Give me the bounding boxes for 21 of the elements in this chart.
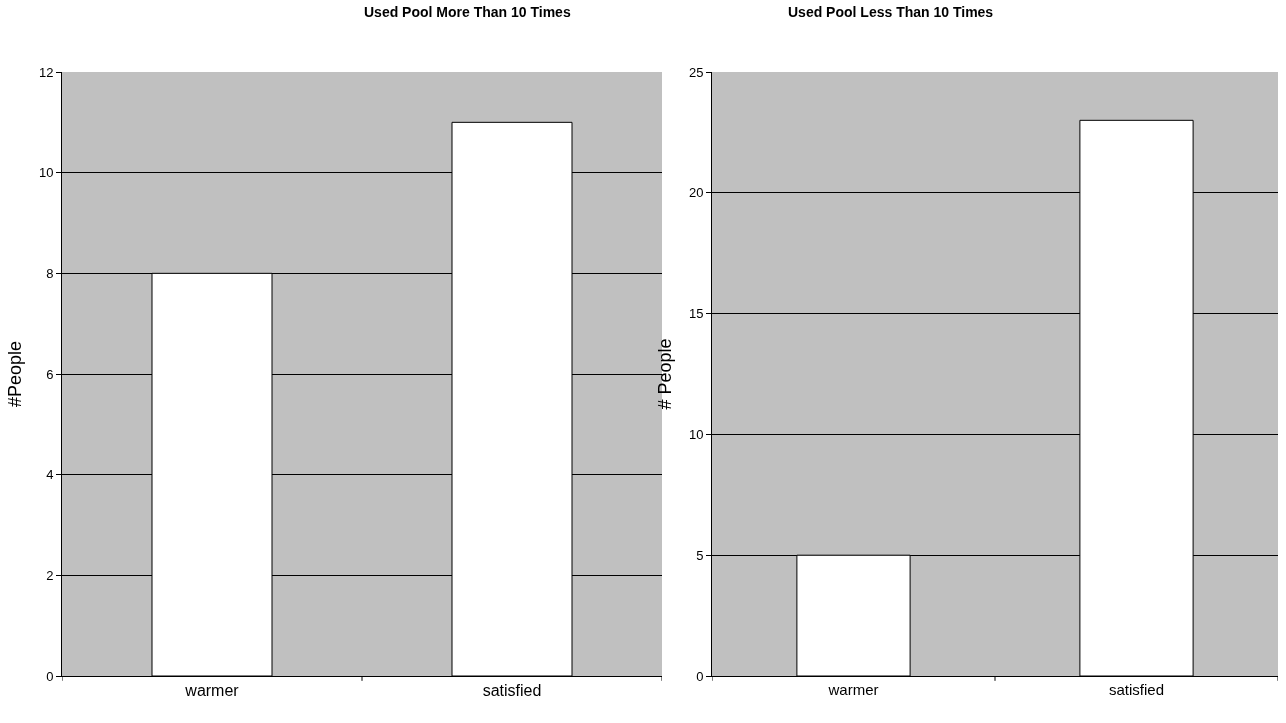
y-tick-label: 10 — [688, 426, 704, 442]
x-tick-label: warmer — [827, 681, 879, 698]
y-tick-label: 8 — [46, 265, 54, 281]
chart-title: Used Pool More Than 10 Times — [364, 4, 571, 20]
y-tick-label: 12 — [38, 64, 54, 80]
y-tick-label: 20 — [688, 185, 704, 201]
y-tick-label: 10 — [38, 165, 54, 181]
y-tick-label: 15 — [688, 306, 704, 322]
y-tick-label: 25 — [688, 64, 704, 80]
y-axis-title: # People — [655, 338, 676, 410]
chart-title: Used Pool Less Than 10 Times — [788, 4, 994, 20]
x-tick-label: satisfied — [1108, 681, 1165, 698]
y-tick-label: 5 — [696, 547, 704, 563]
y-tick-label: 0 — [46, 668, 54, 684]
x-tick-label: satisfied — [482, 682, 542, 700]
x-tick-label: warmer — [184, 682, 240, 700]
y-axis-title: #People — [5, 340, 26, 408]
y-tick-label: 0 — [696, 668, 704, 684]
y-tick-label: 2 — [46, 567, 54, 583]
y-tick-label: 4 — [46, 467, 54, 483]
y-tick-label: 6 — [46, 366, 54, 382]
